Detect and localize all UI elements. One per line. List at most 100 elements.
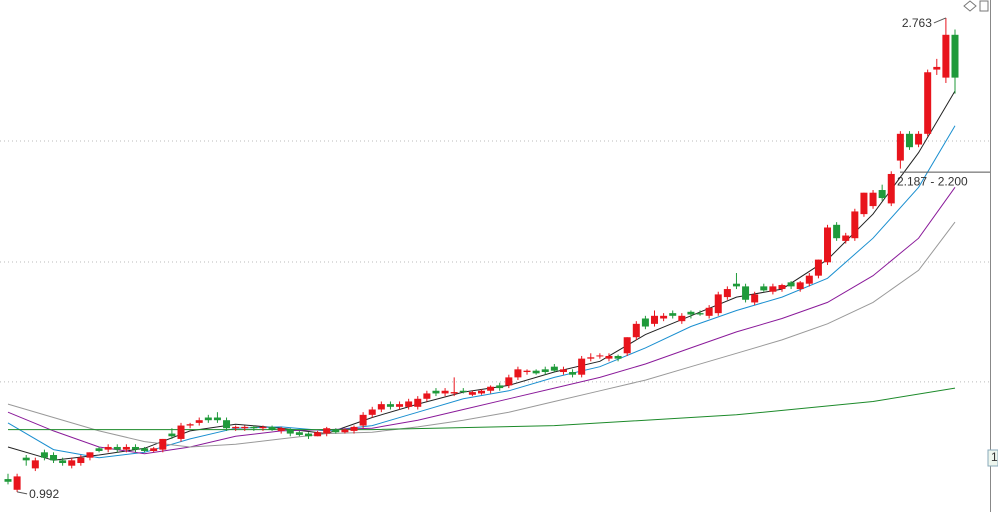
candle-body (131, 446, 139, 450)
candle-body (31, 460, 39, 469)
price-line-label: 2.187 - 2.200 (897, 174, 968, 188)
candle-body (915, 133, 923, 145)
candle-body (632, 323, 640, 338)
candle-body (177, 425, 185, 439)
low-arrow (17, 491, 28, 495)
candle-body (150, 448, 158, 451)
candle-body (468, 392, 476, 395)
high-label: 2.763 (902, 16, 932, 30)
candle-body (459, 390, 467, 393)
candle-body (168, 433, 176, 437)
candle-body (487, 386, 495, 391)
candle-body (623, 337, 631, 354)
candle-body (587, 357, 595, 359)
candle-body (68, 460, 76, 466)
candle-body (824, 227, 832, 263)
side-label: 1 (991, 450, 998, 464)
candle-body (341, 429, 349, 433)
candle-body (842, 235, 850, 241)
candle-body (95, 448, 103, 451)
low-label: 0.992 (29, 487, 59, 501)
candle-body (414, 398, 422, 407)
candle-body (514, 369, 522, 378)
candle-body (742, 286, 750, 300)
candle-body (905, 133, 913, 148)
candle-body (13, 476, 21, 490)
candle-body (159, 438, 167, 450)
candle-body (760, 286, 768, 291)
diamond-icon[interactable] (963, 0, 977, 12)
candle-body (769, 286, 777, 292)
candle-body (250, 426, 258, 429)
panel-icon[interactable] (979, 0, 989, 12)
candle-body (814, 259, 822, 276)
ma-line (7, 125, 956, 459)
candle-body (805, 275, 813, 284)
candle-body (432, 390, 440, 394)
candle-body (569, 372, 577, 375)
candle-body (669, 313, 677, 316)
candle-body (651, 315, 659, 324)
candle-body (286, 429, 294, 434)
candle-body (778, 285, 786, 290)
candle-body (705, 307, 713, 316)
candle-body (523, 370, 531, 373)
candle-body (350, 426, 358, 431)
candle-body (478, 390, 485, 394)
candle-body (596, 355, 604, 357)
candle-body (578, 358, 586, 375)
candle-body (323, 428, 331, 434)
candle-body (4, 479, 12, 482)
candle-body (204, 417, 212, 421)
candle-body (796, 282, 804, 290)
candle-body (423, 393, 431, 399)
candle-body (332, 429, 340, 433)
candle-body (896, 133, 904, 161)
candle-body (141, 448, 149, 451)
candle-body (232, 426, 240, 429)
candle-body (295, 432, 303, 435)
candle-body (396, 404, 404, 407)
side-box (987, 449, 998, 467)
candle-body (678, 315, 686, 322)
candle-body (195, 420, 203, 423)
candle-body (386, 404, 394, 407)
candle-body (77, 457, 85, 464)
candle-body (59, 460, 67, 464)
ma-line (7, 221, 956, 448)
candle-body (559, 369, 567, 373)
candle-body (541, 369, 549, 373)
candle-body (241, 426, 249, 429)
candle-body (687, 311, 695, 315)
candle-body (113, 446, 121, 450)
candle-body (696, 313, 704, 315)
candle-body (213, 417, 221, 421)
candle-body (359, 414, 367, 426)
candle-body (86, 452, 94, 458)
candle-body (22, 457, 30, 461)
candle-body (259, 426, 267, 429)
candle-body (304, 433, 312, 437)
candle-body (614, 355, 622, 359)
candle-body (942, 34, 950, 78)
candle-body (869, 192, 877, 207)
candle-body (751, 294, 759, 303)
candle-body (405, 401, 413, 407)
candle-body (732, 283, 740, 287)
candle-body (660, 315, 668, 319)
candle-body (833, 224, 841, 239)
high-arrow (933, 17, 947, 24)
candle-body (450, 392, 458, 394)
candle-body (122, 446, 130, 450)
candle-body (186, 424, 194, 426)
candle-body (50, 454, 58, 461)
candle-body (933, 66, 941, 70)
candle-body (851, 211, 859, 239)
candle-body (377, 404, 385, 410)
candle-body (496, 385, 504, 389)
candle-body (532, 370, 540, 374)
candle-body (714, 294, 722, 314)
candle-body (368, 409, 376, 415)
candle-body (860, 192, 868, 215)
